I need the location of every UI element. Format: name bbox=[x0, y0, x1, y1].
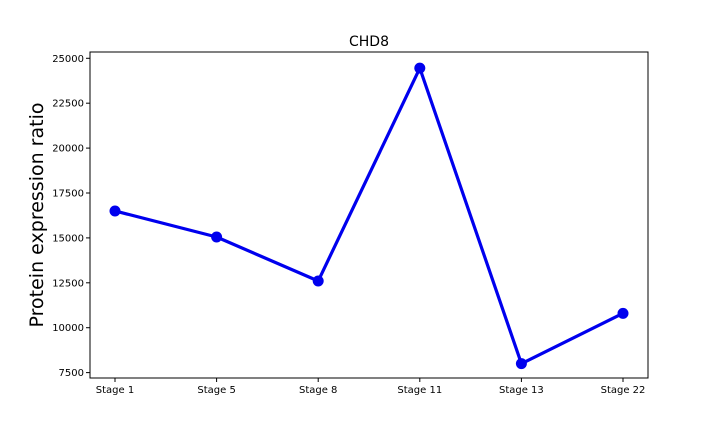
series-group bbox=[109, 62, 629, 370]
x-tick-label: Stage 5 bbox=[197, 385, 235, 396]
x-tick-label: Stage 22 bbox=[601, 385, 646, 396]
x-tick-label: Stage 13 bbox=[499, 385, 544, 396]
y-tick-label: 20000 bbox=[52, 144, 84, 155]
y-tick-label: 17500 bbox=[52, 188, 84, 199]
x-tick-label: Stage 11 bbox=[397, 385, 442, 396]
y-tick-label: 7500 bbox=[59, 368, 84, 379]
plot-frame bbox=[89, 51, 649, 379]
chart-title: CHD8 bbox=[349, 34, 389, 50]
x-tick-label: Stage 8 bbox=[299, 385, 337, 396]
data-point bbox=[414, 62, 426, 74]
data-point bbox=[617, 307, 629, 319]
y-tick-label: 12500 bbox=[52, 278, 84, 289]
data-point bbox=[109, 205, 121, 217]
y-tick-label: 25000 bbox=[52, 54, 84, 65]
series-line bbox=[114, 66, 624, 366]
data-point bbox=[312, 275, 324, 287]
data-point bbox=[515, 358, 527, 370]
y-tick-label: 10000 bbox=[52, 323, 84, 334]
x-tick-label: Stage 1 bbox=[96, 385, 134, 396]
y-tick-label: 22500 bbox=[52, 99, 84, 110]
data-point bbox=[211, 231, 223, 243]
y-tick-label: 15000 bbox=[52, 233, 84, 244]
y-axis-label: Protein expression ratio bbox=[26, 103, 48, 328]
axis-ticks: 7500 10000 12500 15000 17500 20000 22500 25000 S… bbox=[52, 54, 645, 396]
